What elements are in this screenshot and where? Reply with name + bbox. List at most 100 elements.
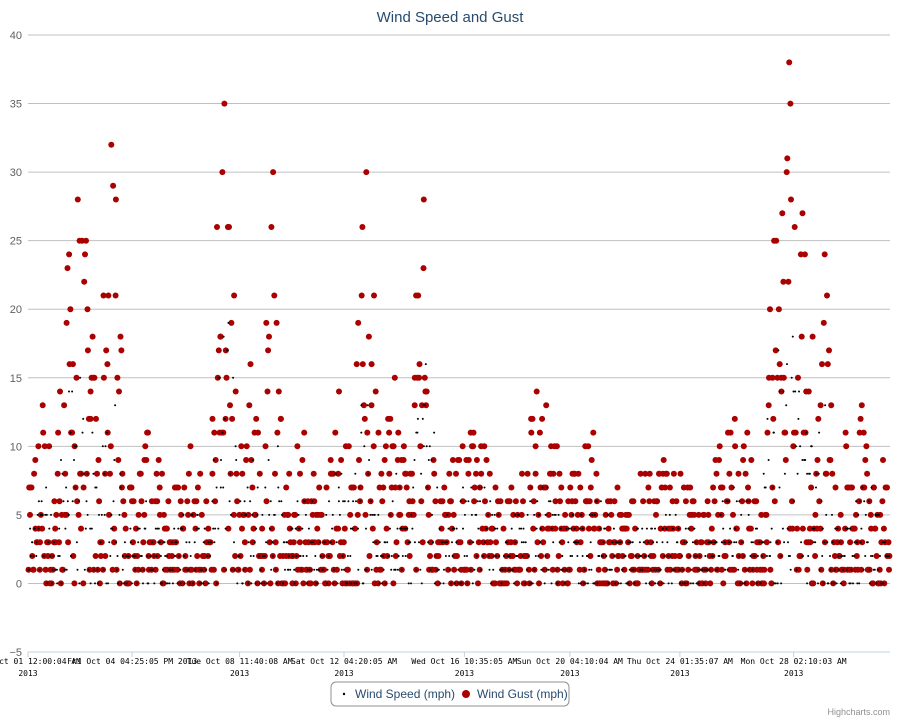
wind-gust-point[interactable] <box>782 457 789 463</box>
wind-speed-point[interactable] <box>527 555 530 557</box>
wind-speed-point[interactable] <box>617 582 620 585</box>
wind-gust-point[interactable] <box>297 470 303 477</box>
wind-gust-point[interactable] <box>780 278 787 285</box>
wind-speed-point[interactable] <box>762 472 765 475</box>
wind-speed-point[interactable] <box>808 472 811 475</box>
wind-gust-point[interactable] <box>872 525 879 532</box>
wind-gust-point[interactable] <box>558 484 565 491</box>
wind-speed-point[interactable] <box>873 568 876 571</box>
wind-speed-point[interactable] <box>831 513 833 516</box>
wind-gust-point[interactable] <box>324 539 331 546</box>
wind-speed-point[interactable] <box>462 486 464 489</box>
wind-speed-point[interactable] <box>234 445 237 448</box>
wind-gust-point[interactable] <box>423 388 430 395</box>
wind-speed-point[interactable] <box>52 555 55 557</box>
wind-gust-point[interactable] <box>263 498 270 505</box>
wind-gust-point[interactable] <box>83 237 89 244</box>
wind-gust-point[interactable] <box>380 484 387 491</box>
wind-gust-point[interactable] <box>355 319 362 326</box>
wind-gust-point[interactable] <box>163 525 170 532</box>
wind-speed-point[interactable] <box>738 555 741 557</box>
wind-speed-point[interactable] <box>477 527 480 530</box>
wind-speed-point[interactable] <box>100 513 103 516</box>
wind-speed-point[interactable] <box>708 568 711 571</box>
wind-speed-point[interactable] <box>358 486 361 489</box>
wind-speed-point[interactable] <box>641 568 644 571</box>
wind-gust-point[interactable] <box>30 566 37 573</box>
wind-speed-point[interactable] <box>152 555 155 557</box>
wind-speed-point[interactable] <box>847 527 849 530</box>
wind-speed-point[interactable] <box>78 582 81 585</box>
wind-gust-point[interactable] <box>585 443 592 450</box>
wind-gust-point[interactable] <box>259 525 266 532</box>
wind-speed-point[interactable] <box>661 527 664 530</box>
wind-gust-point[interactable] <box>657 525 664 532</box>
wind-gust-point[interactable] <box>441 484 448 491</box>
wind-speed-point[interactable] <box>110 513 113 516</box>
wind-speed-point[interactable] <box>29 527 32 530</box>
wind-gust-point[interactable] <box>227 402 233 409</box>
wind-speed-point[interactable] <box>804 459 807 461</box>
wind-speed-point[interactable] <box>235 459 238 461</box>
wind-gust-point[interactable] <box>329 539 336 546</box>
wind-speed-point[interactable] <box>466 582 469 585</box>
wind-speed-point[interactable] <box>817 582 819 585</box>
wind-gust-point[interactable] <box>776 361 783 368</box>
wind-speed-point[interactable] <box>82 417 85 420</box>
wind-speed-point[interactable] <box>153 582 156 585</box>
wind-speed-point[interactable] <box>217 376 220 379</box>
wind-speed-point[interactable] <box>336 582 339 585</box>
wind-speed-point[interactable] <box>792 500 795 503</box>
wind-gust-point[interactable] <box>550 470 557 477</box>
wind-speed-point[interactable] <box>655 541 658 544</box>
wind-speed-point[interactable] <box>880 582 883 585</box>
wind-gust-point[interactable] <box>735 470 742 477</box>
wind-speed-point[interactable] <box>751 568 754 571</box>
wind-speed-point[interactable] <box>246 486 249 489</box>
wind-speed-point[interactable] <box>170 541 173 544</box>
wind-gust-point[interactable] <box>595 566 602 573</box>
wind-gust-point[interactable] <box>862 457 869 463</box>
wind-gust-point[interactable] <box>159 470 165 477</box>
wind-speed-point[interactable] <box>634 555 637 557</box>
wind-speed-point[interactable] <box>142 582 144 585</box>
wind-speed-point[interactable] <box>380 582 383 585</box>
wind-speed-point[interactable] <box>258 555 261 557</box>
wind-speed-point[interactable] <box>283 541 286 544</box>
wind-gust-point[interactable] <box>493 539 499 546</box>
wind-gust-point[interactable] <box>509 553 516 559</box>
wind-speed-point[interactable] <box>162 568 164 571</box>
wind-speed-point[interactable] <box>696 568 699 571</box>
wind-speed-point[interactable] <box>368 459 371 461</box>
wind-speed-point[interactable] <box>353 582 356 585</box>
wind-speed-point[interactable] <box>802 555 804 557</box>
wind-speed-point[interactable] <box>858 582 861 585</box>
wind-speed-point[interactable] <box>624 555 627 557</box>
wind-speed-point[interactable] <box>214 527 217 530</box>
wind-speed-point[interactable] <box>255 527 258 530</box>
wind-speed-point[interactable] <box>853 555 855 557</box>
wind-speed-point[interactable] <box>212 527 215 530</box>
wind-gust-point[interactable] <box>341 525 348 532</box>
wind-speed-point[interactable] <box>227 321 230 324</box>
wind-speed-point[interactable] <box>299 555 302 557</box>
wind-gust-point[interactable] <box>347 511 354 518</box>
wind-speed-point[interactable] <box>61 472 64 475</box>
wind-speed-point[interactable] <box>596 582 599 585</box>
wind-speed-point[interactable] <box>422 404 425 407</box>
wind-gust-point[interactable] <box>745 484 751 491</box>
wind-speed-point[interactable] <box>762 541 765 544</box>
wind-speed-point[interactable] <box>787 541 789 544</box>
wind-speed-point[interactable] <box>328 500 330 503</box>
wind-gust-point[interactable] <box>330 470 337 477</box>
wind-gust-point[interactable] <box>225 525 232 532</box>
wind-speed-point[interactable] <box>699 568 702 571</box>
wind-gust-point[interactable] <box>366 553 373 559</box>
wind-speed-point[interactable] <box>864 555 867 557</box>
wind-gust-point[interactable] <box>646 498 653 505</box>
wind-gust-point[interactable] <box>386 470 393 477</box>
wind-gust-point[interactable] <box>688 525 695 532</box>
wind-speed-point[interactable] <box>738 500 741 503</box>
wind-speed-point[interactable] <box>179 582 182 585</box>
wind-speed-point[interactable] <box>791 335 794 338</box>
